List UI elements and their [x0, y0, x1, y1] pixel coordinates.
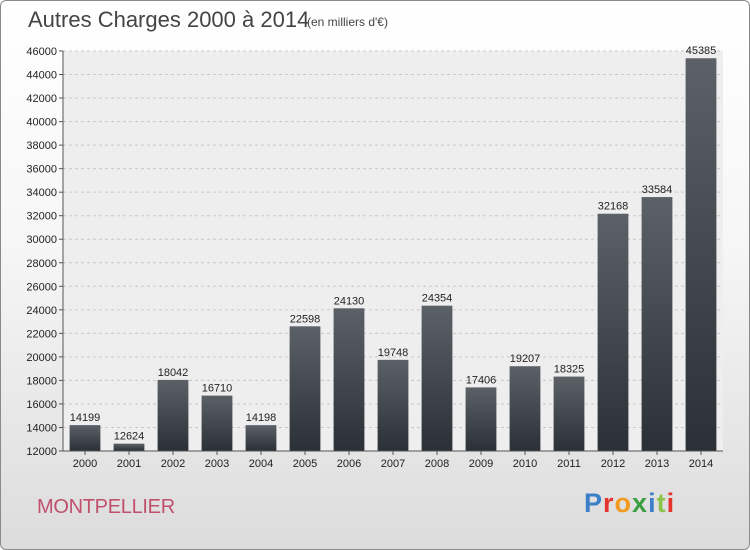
- x-tick-label: 2006: [337, 458, 361, 470]
- x-tick-label: 2010: [513, 458, 537, 470]
- data-label: 24354: [422, 293, 453, 305]
- x-tick-label: 2001: [117, 458, 141, 470]
- y-tick-label: 46000: [26, 46, 57, 58]
- bar-2004: [245, 425, 277, 451]
- y-tick-label: 38000: [26, 140, 57, 152]
- y-tick-label: 18000: [26, 375, 57, 387]
- y-tick-label: 16000: [26, 399, 57, 411]
- bar-2000: [69, 425, 101, 451]
- logo-letter: i: [648, 488, 657, 518]
- data-label: 18042: [158, 367, 189, 379]
- bar-2008: [421, 305, 453, 451]
- bar-2002: [157, 379, 189, 451]
- x-tick-label: 2014: [689, 458, 713, 470]
- x-tick-label: 2000: [73, 458, 97, 470]
- data-label: 19207: [510, 353, 541, 365]
- bar-2006: [333, 308, 365, 451]
- data-label: 24130: [334, 295, 365, 307]
- data-label: 19748: [378, 347, 409, 359]
- data-label: 17406: [466, 374, 497, 386]
- y-tick-label: 26000: [26, 281, 57, 293]
- data-label: 18325: [554, 364, 585, 376]
- data-label: 45385: [686, 45, 717, 57]
- data-label: 12624: [114, 431, 145, 443]
- bar-2013: [641, 197, 673, 451]
- x-tick-label: 2004: [249, 458, 273, 470]
- y-tick-label: 30000: [26, 234, 57, 246]
- x-tick-label: 2009: [469, 458, 493, 470]
- bar-2005: [289, 326, 321, 451]
- proxiti-logo: Proxiti: [584, 488, 675, 519]
- y-axis-ticks: 12000 14000 16000 18000 20000 22000 24000 26000…: [26, 46, 63, 458]
- x-tick-label: 2008: [425, 458, 449, 470]
- logo-letter: t: [656, 488, 667, 518]
- x-axis-ticks: 2000 2001 2002 2003 2004 2005 2006 2007 2008 2009…: [73, 451, 713, 470]
- y-tick-label: 24000: [26, 305, 57, 317]
- y-tick-label: 12000: [26, 446, 57, 458]
- data-label: 33584: [642, 184, 673, 196]
- logo-letter: r: [603, 488, 615, 518]
- y-tick-label: 22000: [26, 328, 57, 340]
- bar-2001: [113, 443, 145, 451]
- chart-title: Autres Charges 2000 à 2014: [28, 7, 310, 32]
- x-tick-label: 2012: [601, 458, 625, 470]
- bar-2003: [201, 395, 233, 451]
- data-label: 16710: [202, 383, 233, 395]
- data-label: 14199: [70, 412, 101, 424]
- x-tick-label: 2003: [205, 458, 229, 470]
- logo-letter: x: [632, 488, 649, 518]
- x-tick-label: 2007: [381, 458, 405, 470]
- y-tick-label: 40000: [26, 117, 57, 129]
- bars: [69, 58, 717, 452]
- y-tick-label: 34000: [26, 187, 57, 199]
- logo-letter: P: [584, 488, 604, 518]
- y-tick-label: 44000: [26, 70, 57, 82]
- bar-2014: [685, 58, 717, 452]
- logo-letter: o: [614, 488, 633, 518]
- x-tick-label: 2013: [645, 458, 669, 470]
- y-tick-label: 36000: [26, 164, 57, 176]
- chart-subtitle: (en milliers d'€): [307, 15, 388, 29]
- data-label: 22598: [290, 313, 321, 325]
- y-tick-label: 32000: [26, 211, 57, 223]
- x-tick-label: 2005: [293, 458, 317, 470]
- bar-2011: [553, 376, 585, 451]
- bar-2009: [465, 387, 497, 451]
- bar-2007: [377, 359, 409, 451]
- logo-letter: i: [666, 488, 676, 518]
- data-labels: 14199 12624 18042 16710 14198 22598 24130 19748…: [70, 45, 717, 442]
- data-label: 32168: [598, 201, 629, 213]
- x-tick-label: 2011: [557, 458, 581, 470]
- y-tick-label: 42000: [26, 93, 57, 105]
- data-label: 14198: [246, 412, 277, 424]
- bar-2012: [597, 213, 629, 451]
- y-tick-label: 28000: [26, 258, 57, 270]
- y-tick-label: 14000: [26, 422, 57, 434]
- bar-2010: [509, 366, 541, 451]
- x-tick-label: 2002: [161, 458, 185, 470]
- city-label: MONTPELLIER: [37, 496, 175, 518]
- y-tick-label: 20000: [26, 352, 57, 364]
